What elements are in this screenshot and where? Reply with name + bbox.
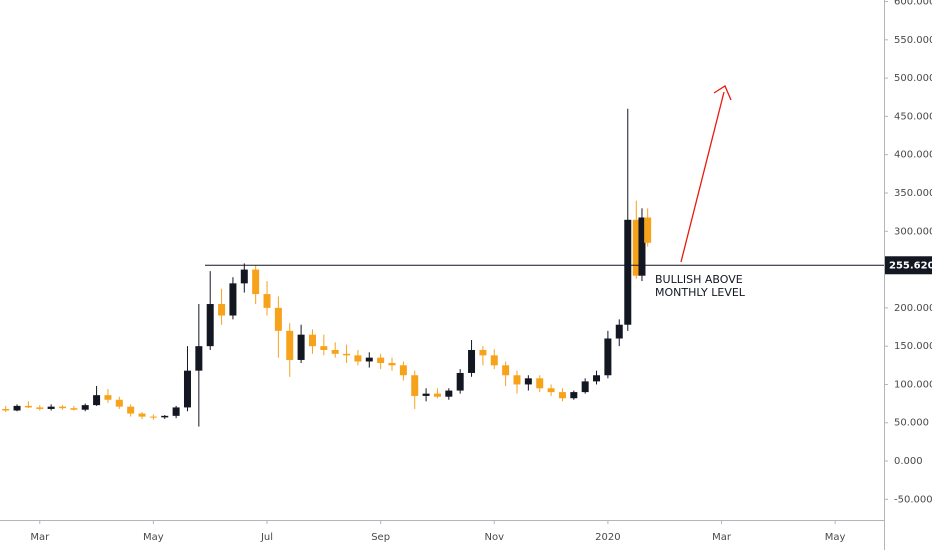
- level-label: 255.620: [889, 260, 932, 271]
- candle-body: [36, 407, 44, 409]
- x-tick-label: Mar: [712, 532, 732, 543]
- candle-body: [558, 392, 566, 399]
- candle-body: [593, 375, 601, 382]
- y-tick-label: 300.000: [894, 226, 932, 237]
- candle-body: [138, 413, 146, 417]
- candle-body: [638, 217, 646, 276]
- y-tick-label: 500.000: [894, 73, 932, 84]
- candle-body: [206, 304, 214, 347]
- candle-body: [274, 307, 282, 331]
- y-tick-label: 200.000: [894, 303, 932, 314]
- candle-body: [479, 349, 487, 356]
- candle-body: [536, 378, 544, 389]
- candle-body: [388, 363, 396, 366]
- annotation: BULLISH ABOVE: [655, 273, 743, 286]
- candle-body: [490, 355, 498, 366]
- axes: -50.000 0.000 50.000 100.000 150.000 200.000 2…: [30, 0, 932, 543]
- candle-body: [81, 405, 89, 410]
- y-tick-label: 600.000: [894, 0, 932, 8]
- level-label-box: [885, 256, 932, 275]
- candle-body: [377, 357, 385, 364]
- candle-body: [513, 375, 521, 385]
- candle-body: [195, 346, 203, 371]
- y-tick-label: 150.000: [894, 341, 932, 352]
- candle-body: [354, 355, 362, 362]
- y-tick-label: 50.000: [894, 418, 929, 429]
- candle-body: [644, 217, 652, 243]
- candle-body: [632, 219, 640, 276]
- candle-body: [218, 304, 226, 316]
- candle-body: [47, 406, 55, 409]
- candle-body: [445, 390, 453, 397]
- x-tick-label: Mar: [30, 532, 50, 543]
- annotation: MONTHLY LEVEL: [655, 286, 746, 299]
- candle-body: [365, 357, 373, 362]
- candle-body: [433, 393, 441, 397]
- candle-body: [127, 406, 135, 414]
- candle-body: [297, 334, 305, 360]
- y-tick-label: 400.000: [894, 150, 932, 161]
- candle-body: [615, 324, 623, 339]
- candle-body: [161, 415, 169, 418]
- candle-body: [411, 375, 419, 396]
- candle-body: [331, 349, 339, 354]
- candle-body: [149, 416, 157, 418]
- arrow-head: [713, 85, 732, 101]
- candle-body: [343, 353, 351, 356]
- candle-body: [2, 408, 10, 411]
- candle-body: [570, 392, 578, 399]
- candle-body: [70, 408, 78, 410]
- candle-body: [93, 395, 101, 406]
- x-tick-label: May: [143, 532, 164, 543]
- candle-body: [252, 269, 260, 295]
- candle-body: [58, 406, 66, 409]
- candle-body: [524, 378, 532, 385]
- y-tick-label: 0.000: [894, 456, 923, 467]
- candle-body: [604, 338, 612, 376]
- candle-body: [547, 388, 555, 393]
- candle-body: [240, 269, 248, 284]
- y-tick-label: 100.000: [894, 379, 932, 390]
- candle-body: [229, 283, 237, 316]
- arrow-shaft: [680, 91, 725, 263]
- candle-body: [308, 334, 316, 347]
- x-tick-label: 2020: [595, 532, 620, 543]
- x-tick-label: Jul: [260, 532, 273, 543]
- x-tick-label: Sep: [371, 532, 390, 543]
- x-tick-label: Nov: [485, 532, 505, 543]
- candle-body: [115, 399, 123, 407]
- candle-body: [581, 381, 589, 393]
- candle-body: [104, 395, 112, 400]
- x-tick-label: May: [825, 532, 846, 543]
- candle-body: [624, 219, 632, 325]
- y-tick-label: 350.000: [894, 188, 932, 199]
- y-tick-label: 550.000: [894, 35, 932, 46]
- candle-body: [399, 365, 407, 376]
- candle-body: [502, 365, 510, 376]
- y-tick-label: 450.000: [894, 111, 932, 122]
- candle-body: [456, 372, 464, 391]
- candle-body: [172, 407, 180, 416]
- candle-body: [183, 370, 191, 408]
- candle-body: [468, 349, 476, 373]
- candle-body: [320, 346, 328, 350]
- candle-body: [263, 294, 271, 308]
- candle-body: [422, 393, 430, 396]
- y-tick-label: -50.000: [894, 494, 932, 505]
- candle-body: [13, 405, 21, 411]
- candle-body: [286, 330, 294, 360]
- candle-body: [24, 405, 32, 408]
